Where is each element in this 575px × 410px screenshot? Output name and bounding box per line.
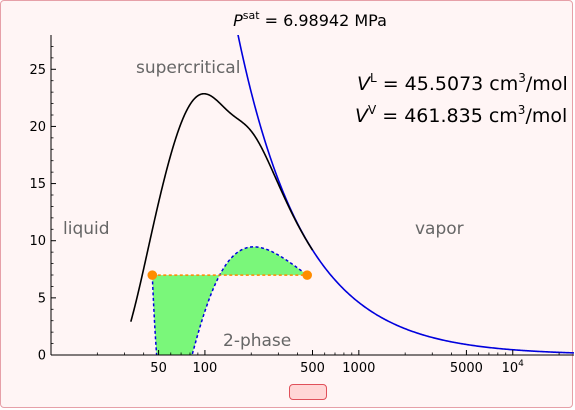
x-tick-label: 104 [502, 359, 525, 376]
y-tick-label: 20 [29, 120, 46, 135]
pressure-slider-button[interactable] [289, 384, 327, 400]
x-tick-label: 1000 [342, 361, 375, 376]
x-tick-label: 100 [193, 361, 218, 376]
y-tick-label: 25 [29, 63, 46, 78]
x-axis-ticks: 50 100 500 1000 5000 104 [50, 350, 560, 376]
annotation-liquid-volume: VL = 45.5073 cm3/mol [357, 71, 568, 95]
two-phase-fill-lower [152, 275, 220, 355]
two-phase-fill-layer [152, 246, 308, 355]
series-isotherm-curve [130, 92, 314, 322]
label-liquid: liquid [63, 219, 110, 239]
label-vapor: vapor [415, 219, 464, 239]
two-phase-fill-upper [219, 246, 308, 276]
x-tick-label: 5000 [450, 361, 483, 376]
y-tick-label: 5 [38, 291, 46, 306]
x-tick-label: 500 [300, 361, 325, 376]
y-tick-label: 0 [38, 349, 46, 364]
point-vapor-saturation [302, 270, 312, 280]
curve-layer [130, 35, 574, 355]
series-ideal-gas-curve [237, 35, 574, 354]
label-two-phase: 2-phase [223, 331, 291, 351]
point-liquid-saturation [147, 270, 158, 280]
y-tick-label: 10 [29, 234, 46, 249]
x-tick-label: 50 [150, 361, 167, 376]
label-supercritical: supercritical [136, 58, 240, 78]
chart-title: Psat = 6.98942 MPa [233, 9, 387, 30]
y-tick-label: 15 [29, 177, 46, 192]
series-two-phase-loop [151, 246, 308, 355]
y-axis-ticks: 0 5 10 15 20 25 [29, 46, 56, 364]
annotation-vapor-volume: VV = 461.835 cm3/mol [355, 103, 567, 127]
saturation-point-layer [147, 270, 312, 280]
